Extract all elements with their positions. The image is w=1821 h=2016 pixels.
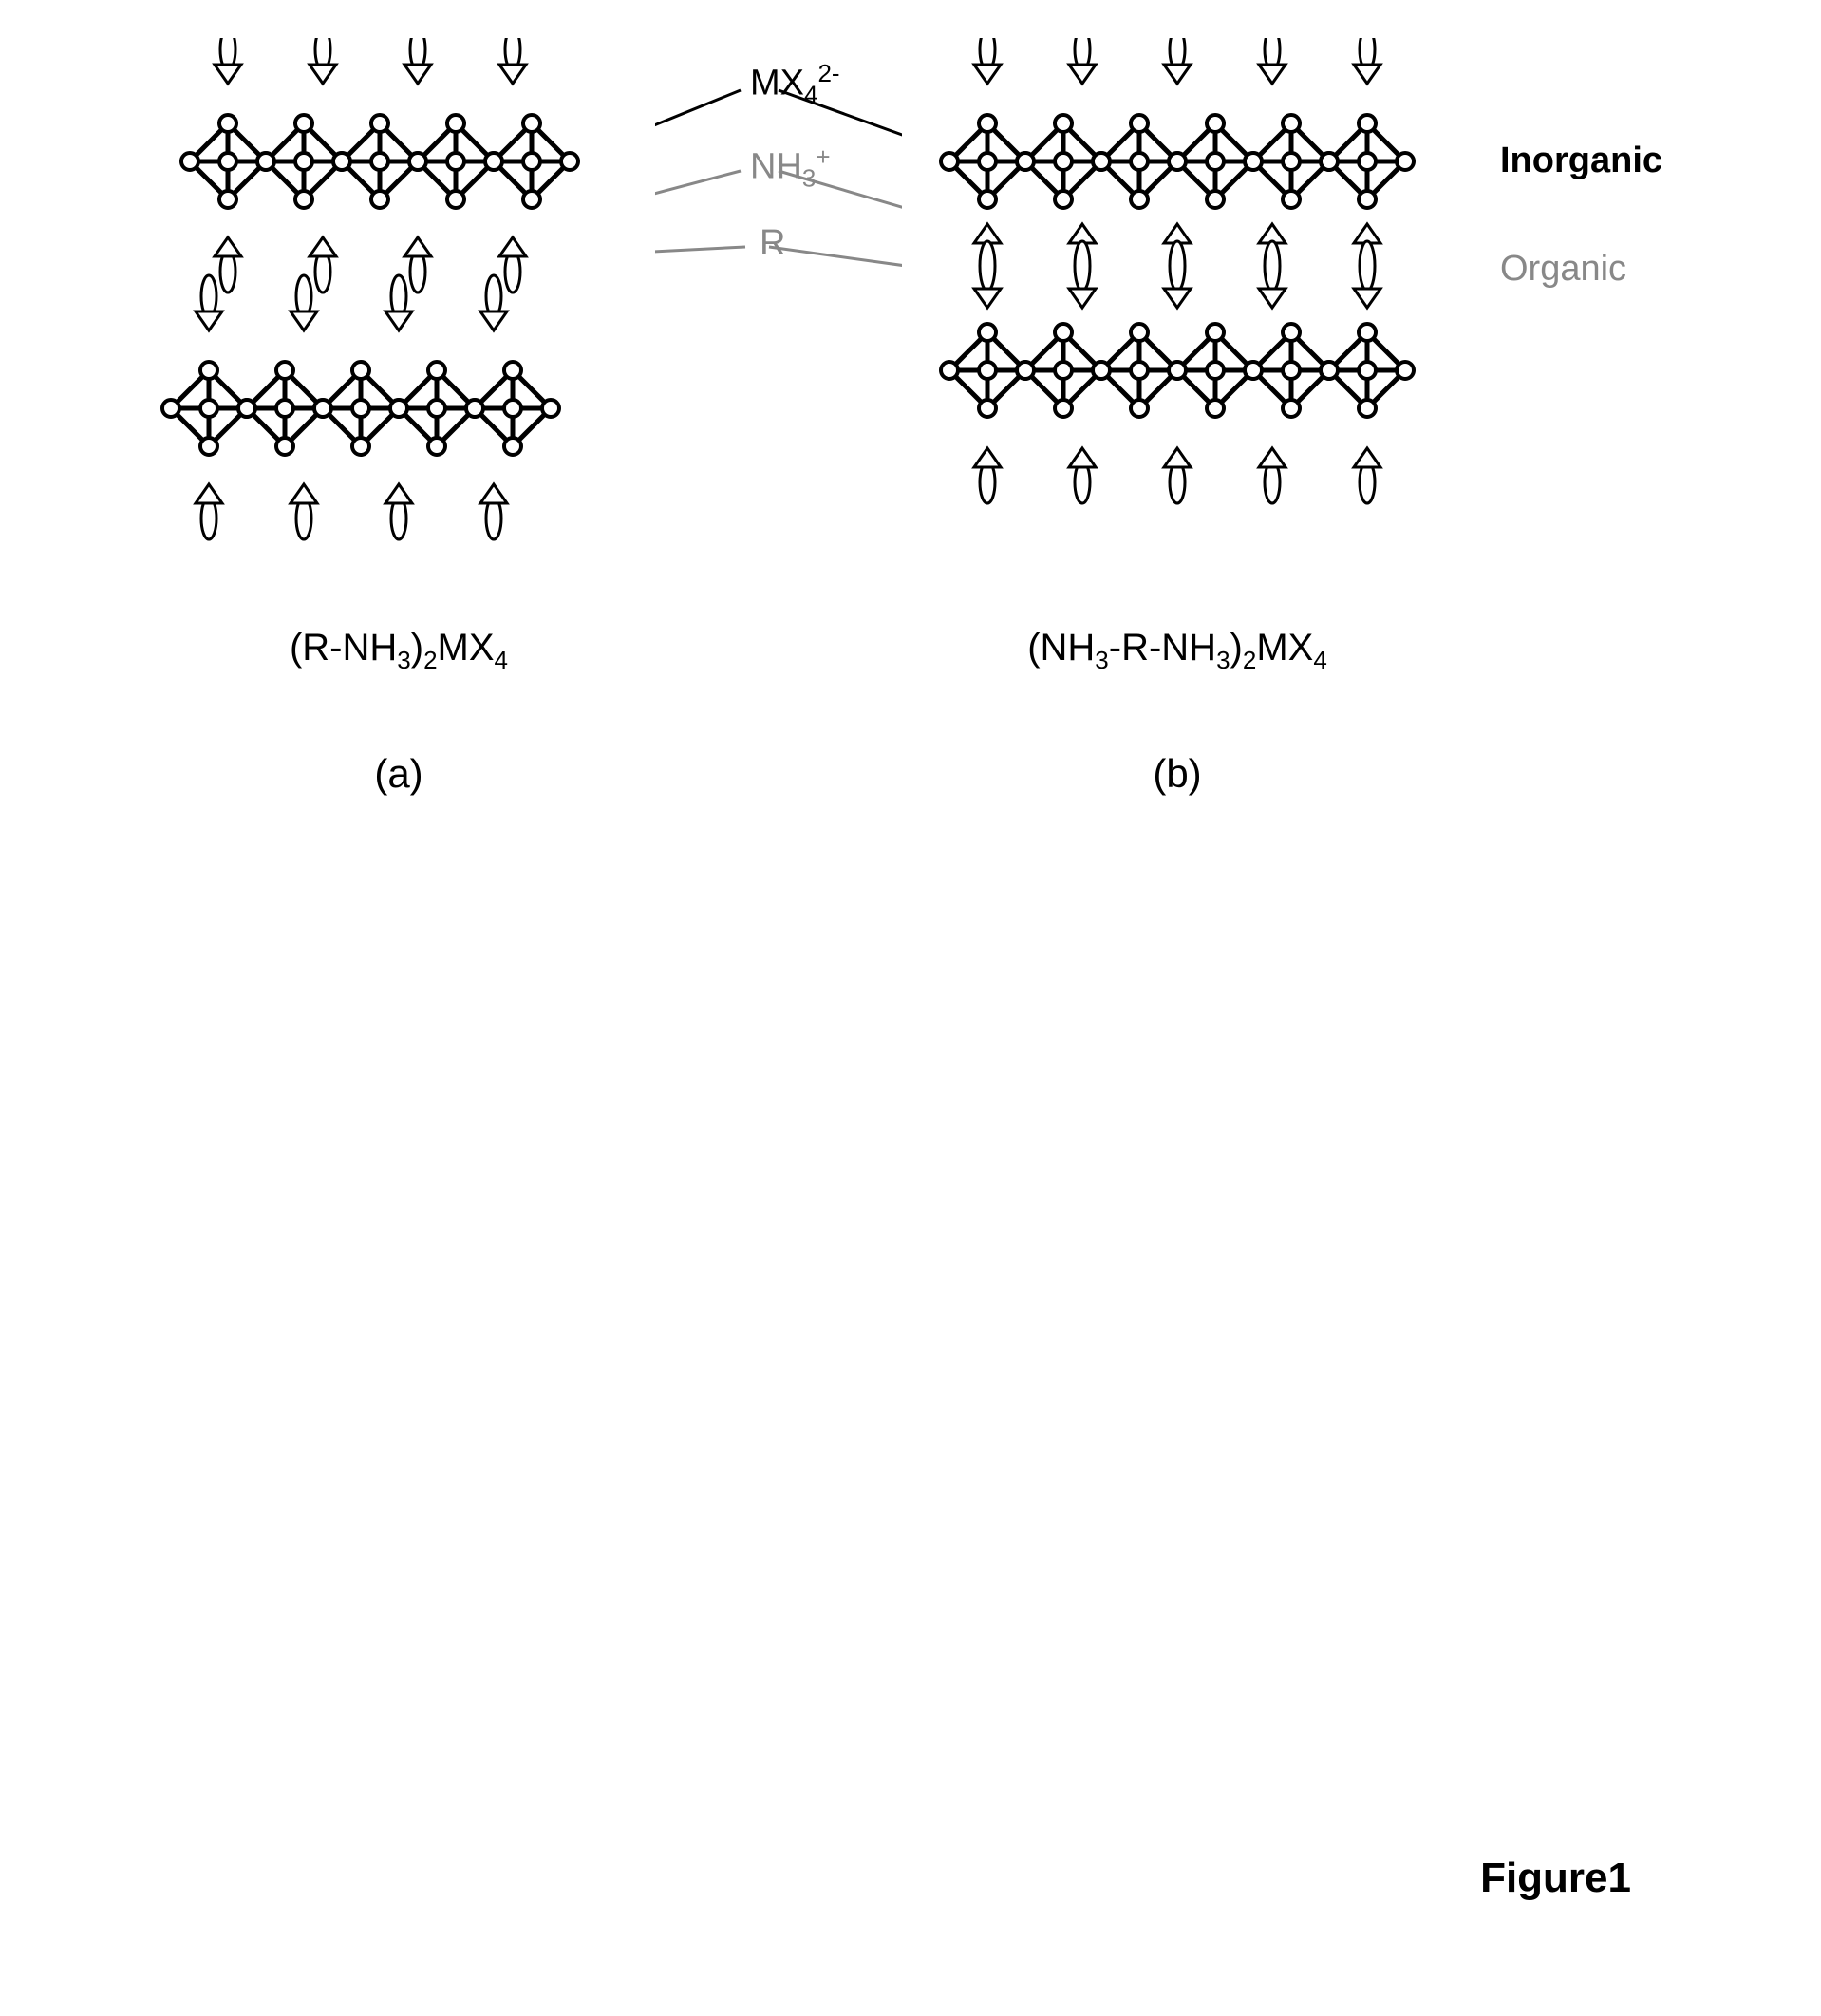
panel-a-top-organics bbox=[215, 38, 526, 84]
label-inorganic: Inorganic bbox=[1500, 141, 1662, 181]
panel-a-inorganic-2 bbox=[162, 362, 559, 455]
figure-container: MX42- NH3+ R bbox=[133, 38, 1747, 797]
label-organic: Organic bbox=[1500, 249, 1626, 290]
panel-a-bottom-organics bbox=[196, 484, 507, 539]
panel-b-mid-organics bbox=[974, 224, 1380, 308]
panel-a-inorganic-1 bbox=[181, 115, 578, 208]
label-mx4: MX42- bbox=[750, 59, 840, 109]
formula-a: (R-NH3)2MX4 bbox=[133, 627, 665, 675]
panel-a bbox=[133, 38, 665, 570]
panel-b-inorganic-1 bbox=[941, 115, 1414, 208]
formula-b: (NH3-R-NH3)2MX4 bbox=[911, 627, 1443, 675]
label-r: R bbox=[760, 223, 785, 264]
panel-a-svg bbox=[133, 38, 665, 570]
panel-a-mid-organics-down bbox=[196, 275, 507, 330]
panel-b bbox=[911, 38, 1443, 570]
panel-b-letter: (b) bbox=[911, 751, 1443, 797]
formulas-row: (R-NH3)2MX4 (NH3-R-NH3)2MX4 bbox=[133, 627, 1747, 675]
panel-b-bottom-organics bbox=[974, 448, 1380, 503]
panel-a-letter: (a) bbox=[133, 751, 665, 797]
figure-caption: Figure1 bbox=[1480, 1855, 1631, 1902]
label-nh3: NH3+ bbox=[750, 142, 831, 193]
panel-b-inorganic-2 bbox=[941, 324, 1414, 417]
panel-b-top-organics bbox=[974, 38, 1380, 84]
panel-letters-row: (a) (b) bbox=[133, 675, 1747, 797]
panel-b-svg bbox=[911, 38, 1443, 570]
diagram-row: MX42- NH3+ R bbox=[133, 38, 1747, 570]
center-labels: MX42- NH3+ R bbox=[703, 38, 892, 418]
panel-a-mid-organics-up bbox=[215, 237, 526, 292]
